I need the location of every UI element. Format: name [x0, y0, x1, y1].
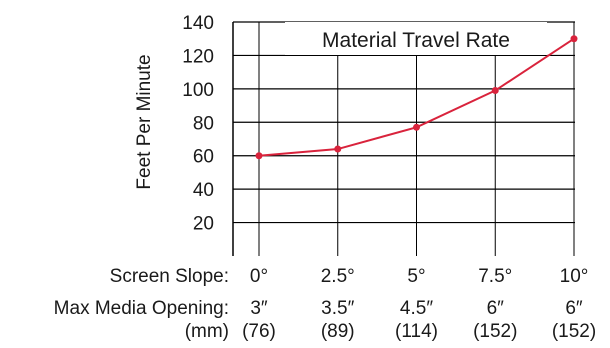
title-background [285, 22, 547, 55]
y-tick-labels: 20 40 60 80 100 120 140 [182, 13, 214, 235]
x-tick-labels: 0° 2.5° 5° 7.5° 10° [250, 266, 588, 287]
x-tick-label: 5° [407, 266, 425, 287]
media-opening-mm-label: (76) [242, 321, 276, 342]
x-tick-label: 10° [560, 266, 589, 287]
y-axis-label: Feet Per Minute [134, 54, 155, 189]
data-point [413, 123, 420, 131]
x-tick-label: 2.5° [321, 266, 355, 287]
media-opening-inch-label: 6″ [487, 298, 505, 319]
y-tick-label: 60 [193, 147, 214, 168]
x-tick-label: 0° [250, 266, 268, 287]
media-opening-inch-label: 6″ [565, 298, 583, 319]
grid-lines [233, 21, 575, 256]
y-tick-label: 100 [182, 80, 214, 101]
data-point [334, 145, 342, 153]
max-media-opening-label: Max Media Opening: [54, 298, 229, 319]
media-opening-inch-label: 4.5″ [400, 298, 433, 319]
media-opening-inch-label: 3″ [250, 298, 268, 319]
data-point [570, 35, 578, 43]
series-points [255, 35, 578, 160]
media-opening-mm-label: (114) [395, 321, 438, 342]
data-point [491, 87, 499, 95]
media-opening-inch-label: 3.5″ [321, 298, 354, 319]
media-opening-mm-label: (152) [473, 321, 517, 342]
y-tick-label: 80 [193, 113, 214, 134]
chart-title: Material Travel Rate [322, 29, 510, 52]
mm-label: (mm) [185, 321, 229, 342]
media-opening-mm-label: (152) [552, 321, 596, 342]
y-tick-label: 140 [182, 13, 214, 34]
media-opening-mm: (76) (89) (114) (152) (152) [242, 321, 596, 342]
data-point [255, 152, 263, 160]
media-opening-inches: 3″ 3.5″ 4.5″ 6″ 6″ [250, 298, 583, 319]
y-tick-label: 20 [193, 214, 214, 235]
y-tick-label: 120 [182, 46, 214, 67]
x-tick-label: 7.5° [478, 266, 512, 287]
media-opening-mm-label: (89) [321, 321, 355, 342]
screen-slope-label: Screen Slope: [110, 266, 229, 287]
y-tick-label: 40 [193, 180, 214, 201]
